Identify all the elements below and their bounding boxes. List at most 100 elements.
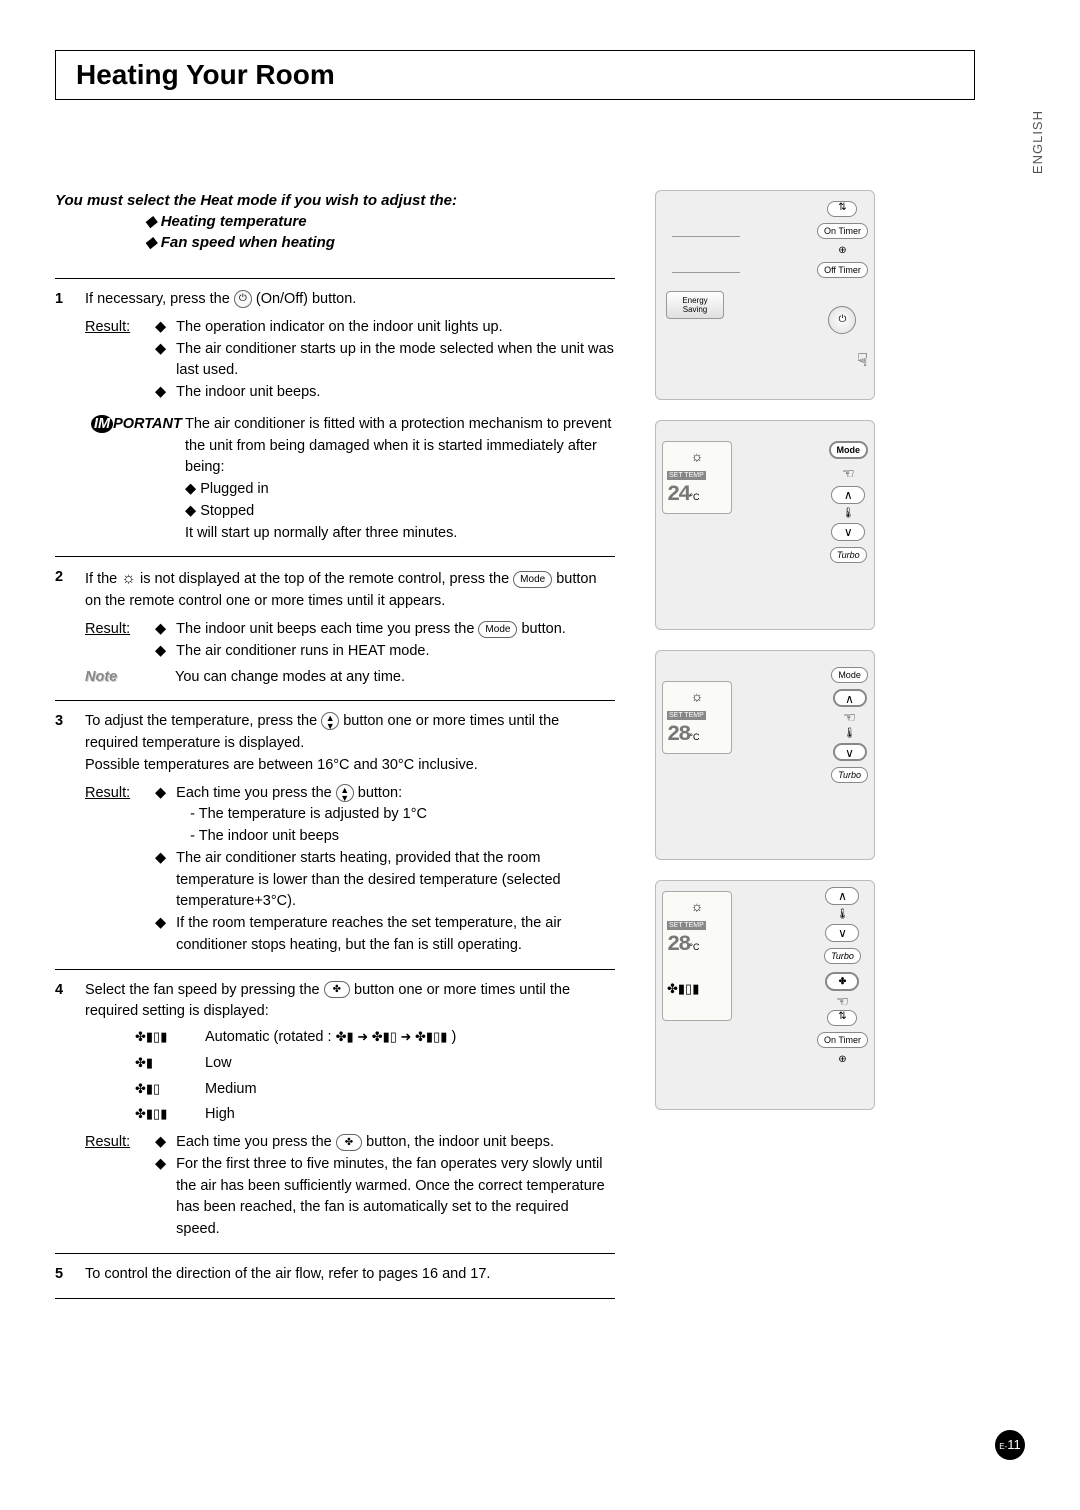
result-item: The indoor unit beeps. [176,382,320,404]
pointer-hand-icon: ☟ [857,350,868,371]
turbo-button: Turbo [831,767,868,783]
step-number: 4 [55,980,85,1241]
step-5: 5 To control the direction of the air fl… [55,1264,615,1286]
step-text: (On/Off) button. [256,291,356,307]
turbo-button: Turbo [830,547,867,563]
intro-item: Fan speed when heating [145,232,615,253]
important-text: The air conditioner is fitted with a pro… [185,414,615,479]
divider [55,278,615,279]
divider [55,556,615,557]
sun-icon: ☼ [667,898,727,914]
mode-button-icon: Mode [513,571,552,588]
divider [55,700,615,701]
degc-label: °C [689,732,699,742]
result-label: Result: [85,783,155,957]
fan-speed-label: ) [451,1029,456,1045]
temp-down-button: ∨ [825,924,859,942]
divider [55,1298,615,1299]
fan-speed-label: Automatic (rotated : [205,1029,336,1045]
fan-speed-label: Medium [205,1079,257,1101]
pointer-hand-icon: ☜ [843,709,856,726]
swing-icon: ⇅ [827,1010,857,1026]
page-num: 11 [1007,1437,1021,1452]
temp-up-button: ∧ [825,887,859,905]
mode-button: Mode [831,667,868,683]
pointer-hand-icon: ☜ [836,993,849,1010]
on-timer-button: On Timer [817,223,868,239]
swing-icon: ⇅ [827,201,857,217]
step-number: 3 [55,711,85,956]
updown-icon: ▲▼ [321,712,339,730]
step-text: If the [85,571,121,587]
temp-display: 24 [667,482,689,507]
degc-label: °C [689,492,699,502]
set-temp-label: SET TEMP [667,711,706,720]
pointer-hand-icon: ☜ [842,465,855,482]
mode-button: Mode [829,441,869,459]
result-label: Result: [85,1132,155,1241]
page-title: Heating Your Room [76,59,954,91]
fan-high-icon: ✤▮▯▮ [135,1104,205,1126]
important-text: It will start up normally after three mi… [185,523,615,545]
temp-display: 28 [667,932,689,957]
sun-icon: ☼ [667,448,727,464]
set-cancel-button: ⏻ [828,306,856,334]
step-3: 3 To adjust the temperature, press the ▲… [55,711,615,956]
mode-button-icon: Mode [478,621,517,638]
step-number: 2 [55,567,85,688]
on-timer-button: On Timer [817,1032,868,1048]
fan-auto-icon: ✤▮▯▮ [135,1027,205,1049]
diagrams-column: Energy Saving ⇅ On Timer ⊕ Off Timer ⏻ ☟… [655,190,875,1309]
result-subitem: - The indoor unit beeps [176,826,427,848]
step-text: Select the fan speed by pressing the [85,982,324,998]
sun-icon: ☼ [121,570,136,587]
result-item: If the room temperature reaches the set … [176,913,615,957]
title-bar: Heating Your Room [55,50,975,100]
step-text: Possible temperatures are between 16°C a… [85,755,615,777]
temp-display: 28 [667,722,689,747]
page-number-badge: E-11 [995,1430,1025,1460]
remote-diagram-1: Energy Saving ⇅ On Timer ⊕ Off Timer ⏻ ☟ [655,190,875,400]
fan-button: ✤ [825,972,859,991]
result-item: The air conditioner starts heating, prov… [176,848,615,913]
step-text: is not displayed at the top of the remot… [140,571,513,587]
temp-down-button: ∨ [833,743,867,761]
step-number: 5 [55,1264,85,1286]
updown-icon: ▲▼ [336,784,354,802]
important-block: IMPORTANT The air conditioner is fitted … [85,414,615,545]
fan-speed-label: Low [205,1053,232,1075]
degc-label: °C [689,942,699,952]
turbo-button: Turbo [824,948,861,964]
step-text: If necessary, press the [85,291,234,307]
remote-diagram-3: ☼ SET TEMP 28°C Mode ∧ ☜ 🌡 ∨ Turbo [655,650,875,860]
result-item: button, the indoor unit beeps. [366,1134,554,1150]
result-item: The air conditioner runs in HEAT mode. [176,641,429,663]
set-temp-label: SET TEMP [667,921,706,930]
result-item: button. [521,621,565,637]
result-item: The operation indicator on the indoor un… [176,317,502,339]
sun-icon: ☼ [667,688,727,704]
language-tab: ENGLISH [1030,110,1045,174]
fan-button-icon: ✤ [336,1134,362,1151]
step-number: 1 [55,289,85,544]
intro-lead: You must select the Heat mode if you wis… [55,190,615,211]
result-item: Each time you press the [176,785,336,801]
step-text: To adjust the temperature, press the [85,713,321,729]
result-label: Result: [85,619,155,663]
result-item: For the first three to five minutes, the… [176,1154,615,1241]
fan-medium-icon: ✤▮▯ [135,1079,205,1101]
intro-block: You must select the Heat mode if you wis… [55,190,615,253]
remote-diagram-2: ☼ SET TEMP 24°C Mode ☜ ∧ 🌡 ∨ Turbo [655,420,875,630]
step-text: To control the direction of the air flow… [85,1266,490,1282]
fan-speed-label: High [205,1104,235,1126]
result-label: Result: [85,317,155,404]
set-temp-label: SET TEMP [667,471,706,480]
step-4: 4 Select the fan speed by pressing the ✤… [55,980,615,1241]
fan-speed-icon: ✤▮▯▮ [667,981,727,997]
result-item: The air conditioner starts up in the mod… [176,339,615,383]
step-2: 2 If the ☼ is not displayed at the top o… [55,567,615,688]
temp-up-button: ∧ [833,689,867,707]
result-item: The indoor unit beeps each time you pres… [176,621,478,637]
important-label: IMPORTANT [85,414,185,545]
note-text: You can change modes at any time. [175,667,405,689]
